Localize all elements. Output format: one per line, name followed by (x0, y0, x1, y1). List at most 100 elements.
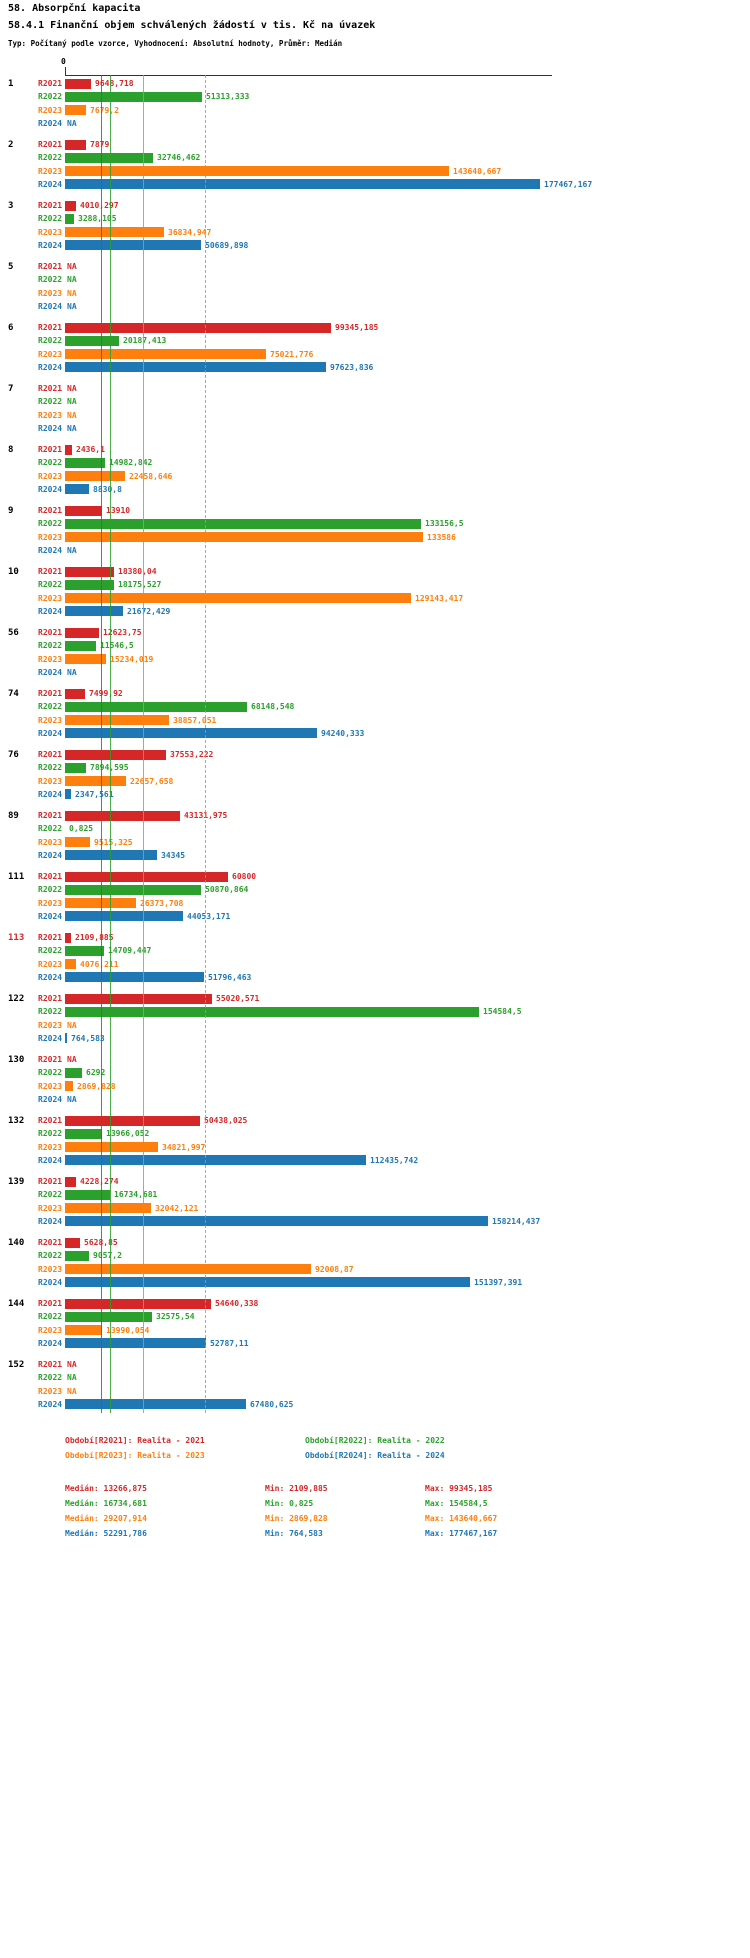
bar-row: R2023 NA (0, 287, 750, 300)
bar-r2024 (65, 484, 89, 495)
bar-r2023 (65, 959, 76, 969)
bar-row: R2022 32746,462 (0, 151, 750, 164)
bar-r2021 (65, 1176, 76, 1187)
series-label: R2023 (38, 349, 63, 359)
group-label: 5 (8, 262, 14, 272)
value-label: 3288,105 (78, 214, 117, 224)
series-label: R2022 (38, 763, 63, 773)
bar-r2021 (65, 688, 85, 699)
bar-r2022 (65, 1006, 479, 1017)
stat-min-r2024: Min: 764,583 (265, 1529, 323, 1538)
bar-row: R2021 5628,85 (0, 1236, 750, 1249)
na-label: NA (67, 1094, 77, 1104)
value-label: 4010,297 (80, 201, 119, 210)
group-label: 7 (8, 384, 14, 394)
series-label: R2024 (38, 484, 63, 494)
median-line-r2021 (100, 75, 102, 1413)
series-label: R2023 (38, 593, 63, 603)
series-label: R2024 (38, 1033, 63, 1043)
value-label: 26373,708 (140, 898, 184, 908)
value-label: 97623,836 (330, 362, 374, 372)
stat-min-r2021: Min: 2109,885 (265, 1484, 328, 1493)
bar-r2023 (65, 532, 423, 542)
bar-row: R2024 8830,8 (0, 483, 750, 496)
value-label: 38857,051 (173, 715, 217, 725)
legend-item-r2021: Období[R2021]: Realita - 2021 (65, 1436, 205, 1445)
series-label: R2024 (38, 301, 63, 311)
na-label: NA (67, 1020, 77, 1030)
series-label: R2023 (38, 1325, 63, 1335)
series-label: R2024 (38, 362, 63, 372)
na-label: NA (67, 667, 77, 677)
bar-row: R2021 12623,75 (0, 626, 750, 639)
series-label: R2022 (38, 336, 63, 346)
value-label: 143640,667 (453, 166, 502, 176)
bar-r2022 (65, 335, 119, 346)
stat-median-r2022: Medián: 16734,681 (65, 1499, 147, 1508)
bar-r2021 (65, 871, 228, 882)
series-label: R2021 (38, 79, 63, 88)
bar-group-144: 144 R2021 54640,338 R2022 32575,54 R2023 13990… (0, 1297, 750, 1350)
bar-r2024 (65, 606, 123, 617)
bar-group-56: 56 R2021 12623,75 R2022 11546,5 R2023 15234,01… (0, 626, 750, 679)
value-label: 94240,333 (321, 728, 365, 738)
bar-r2023 (65, 1325, 102, 1335)
chart-stats: Medián: 13266,875 Min: 2109,885 Max: 99345… (0, 1484, 750, 1554)
bar-r2021 (65, 749, 166, 760)
bar-group-3: 3 R2021 4010,297 R2022 3288,105 R2023 36834,94… (0, 199, 750, 252)
report-title: 58. Absorpční kapacita (8, 3, 141, 14)
legend-item-r2022: Období[R2022]: Realita - 2022 (305, 1436, 445, 1445)
bar-row: R2024 764,583 (0, 1032, 750, 1045)
bar-group-2: 2 R2021 7879 R2022 32746,462 R2023 143640,667 R… (0, 138, 750, 191)
value-label: 8830,8 (93, 484, 122, 494)
value-label: 92008,87 (315, 1264, 354, 1274)
na-label: NA (67, 545, 77, 555)
bar-r2024 (65, 911, 183, 922)
bar-group-8: 8 R2021 2436,1 R2022 14982,842 R2023 22458,646… (0, 443, 750, 496)
series-label: R2023 (38, 1386, 63, 1396)
group-label: 9 (8, 506, 14, 516)
bar-row: R2021 NA (0, 1358, 750, 1371)
bar-row: R2021 9648,718 (0, 77, 750, 90)
bar-r2023 (65, 776, 126, 786)
value-label: 52787,11 (210, 1338, 249, 1348)
bar-r2022 (65, 1189, 110, 1200)
series-label: R2023 (38, 105, 63, 115)
value-label: 51796,463 (208, 972, 252, 982)
bar-r2024 (65, 1216, 488, 1227)
stat-max-r2023: Max: 143640,667 (425, 1514, 498, 1523)
bar-row: R2023 NA (0, 409, 750, 422)
bar-r2021 (65, 505, 102, 516)
series-label: R2022 (38, 641, 63, 651)
bar-row: R2021 60800 (0, 870, 750, 883)
value-label: 764,583 (71, 1033, 105, 1043)
bar-group-111: 111 R2021 60800 R2022 50870,864 R2023 26373,70… (0, 870, 750, 923)
bar-r2021 (65, 566, 114, 577)
series-label: R2021 (38, 1177, 63, 1186)
bar-row: R2021 54640,338 (0, 1297, 750, 1310)
bar-row: R2021 4010,297 (0, 199, 750, 212)
series-label: R2022 (38, 885, 63, 895)
bar-row: R2023 22458,646 (0, 470, 750, 483)
bar-r2024 (65, 1338, 206, 1349)
bar-row: R2023 32042,121 (0, 1202, 750, 1215)
na-label: NA (67, 275, 77, 285)
value-label: 16734,681 (114, 1190, 158, 1200)
value-label: 0,825 (69, 824, 94, 834)
bar-r2022 (65, 213, 74, 224)
bar-group-113: 113 R2021 2109,885 R2022 14709,447 R2023 4076,… (0, 931, 750, 984)
group-label: 2 (8, 140, 14, 150)
series-label: R2023 (38, 776, 63, 786)
bar-row: R2023 7679,2 (0, 104, 750, 117)
value-label: 68148,548 (251, 702, 295, 712)
bar-chart: 0 1 R2021 9648,718 R2022 51313,333 R2023 7679,… (0, 56, 750, 1436)
series-label: R2023 (38, 715, 63, 725)
series-label: R2023 (38, 1203, 63, 1213)
value-label: 75021,776 (270, 349, 314, 359)
value-label: 2347,561 (75, 789, 114, 799)
group-label: 74 (8, 689, 19, 699)
bar-row: R2021 7879 (0, 138, 750, 151)
series-label: R2021 (38, 567, 63, 576)
bar-row: R2022 NA (0, 273, 750, 286)
